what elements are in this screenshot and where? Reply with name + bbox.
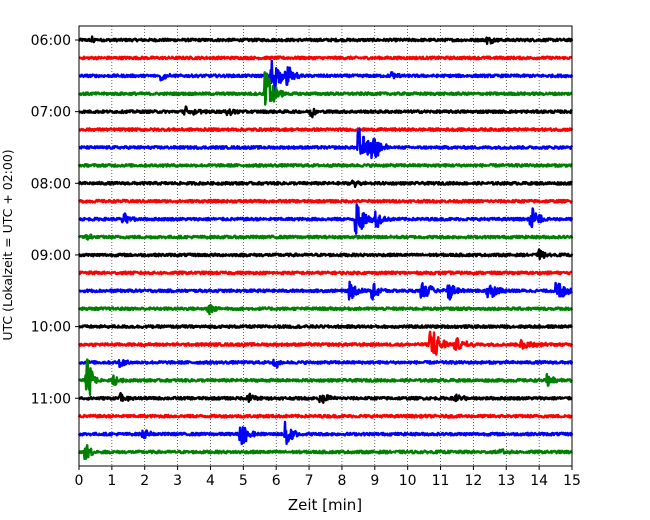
trace-row-0700 [78, 105, 573, 119]
trace-row-1130 [77, 420, 574, 446]
y-tick-label: 06:00 [31, 33, 71, 49]
seismic-traces [77, 35, 574, 460]
x-axis-label: Zeit [min] [288, 496, 362, 514]
y-tick-label: 10:00 [31, 320, 71, 336]
x-axis-ticks: 0 1 2 3 4 5 6 7 8 9 10 11 12 13 14 15 [75, 466, 581, 489]
x-tick-label: 1 [107, 473, 116, 489]
trace-row-1100 [78, 391, 573, 404]
x-tick-label: 12 [464, 473, 482, 489]
x-tick-label: 9 [370, 473, 379, 489]
trace-row-0845 [77, 233, 574, 241]
x-tick-label: 0 [75, 473, 84, 489]
y-tick-label: 11:00 [31, 391, 71, 407]
plot-frame [78, 25, 573, 467]
trace-row-1000 [78, 324, 574, 330]
x-tick-label: 7 [305, 473, 314, 489]
y-tick-label: 07:00 [31, 105, 71, 121]
trace-row-0745 [77, 162, 573, 168]
x-tick-label: 10 [399, 473, 417, 489]
trace-row-1145 [77, 444, 573, 460]
y-tick-label: 09:00 [31, 248, 71, 264]
x-tick-label: 14 [530, 473, 548, 489]
y-axis-ticks: 06:00 07:00 08:00 09:00 10:00 11:00 [31, 33, 79, 407]
trace-row-0815 [77, 198, 573, 204]
trace-row-0600 [77, 35, 574, 46]
y-tick-label: 08:00 [31, 176, 71, 192]
x-tick-label: 5 [239, 473, 248, 489]
trace-row-0645 [77, 71, 573, 106]
x-tick-label: 15 [563, 473, 581, 489]
trace-row-0715 [78, 127, 574, 133]
trace-row-0900 [77, 248, 574, 261]
grid-lines [111, 26, 540, 466]
x-tick-label: 3 [173, 473, 182, 489]
trace-row-0830 [78, 203, 574, 235]
y-axis-label: UTC (Lokalzeit = UTC + 02:00) [0, 149, 15, 340]
trace-row-0930 [78, 280, 573, 301]
x-tick-label: 6 [272, 473, 281, 489]
trace-row-1045 [77, 358, 573, 396]
trace-row-0800 [77, 179, 573, 189]
x-tick-label: 2 [140, 473, 149, 489]
x-tick-label: 8 [337, 473, 346, 489]
trace-row-0630 [78, 59, 574, 92]
x-tick-label: 4 [206, 473, 215, 489]
trace-row-0945 [77, 303, 574, 316]
trace-row-0615 [78, 55, 573, 61]
x-tick-label: 11 [432, 473, 450, 489]
trace-row-1030 [78, 358, 574, 369]
trace-row-0730 [78, 128, 574, 160]
trace-row-1015 [77, 330, 574, 356]
trace-row-0915 [78, 270, 573, 276]
trace-row-1115 [77, 413, 573, 419]
x-tick-label: 13 [497, 473, 515, 489]
